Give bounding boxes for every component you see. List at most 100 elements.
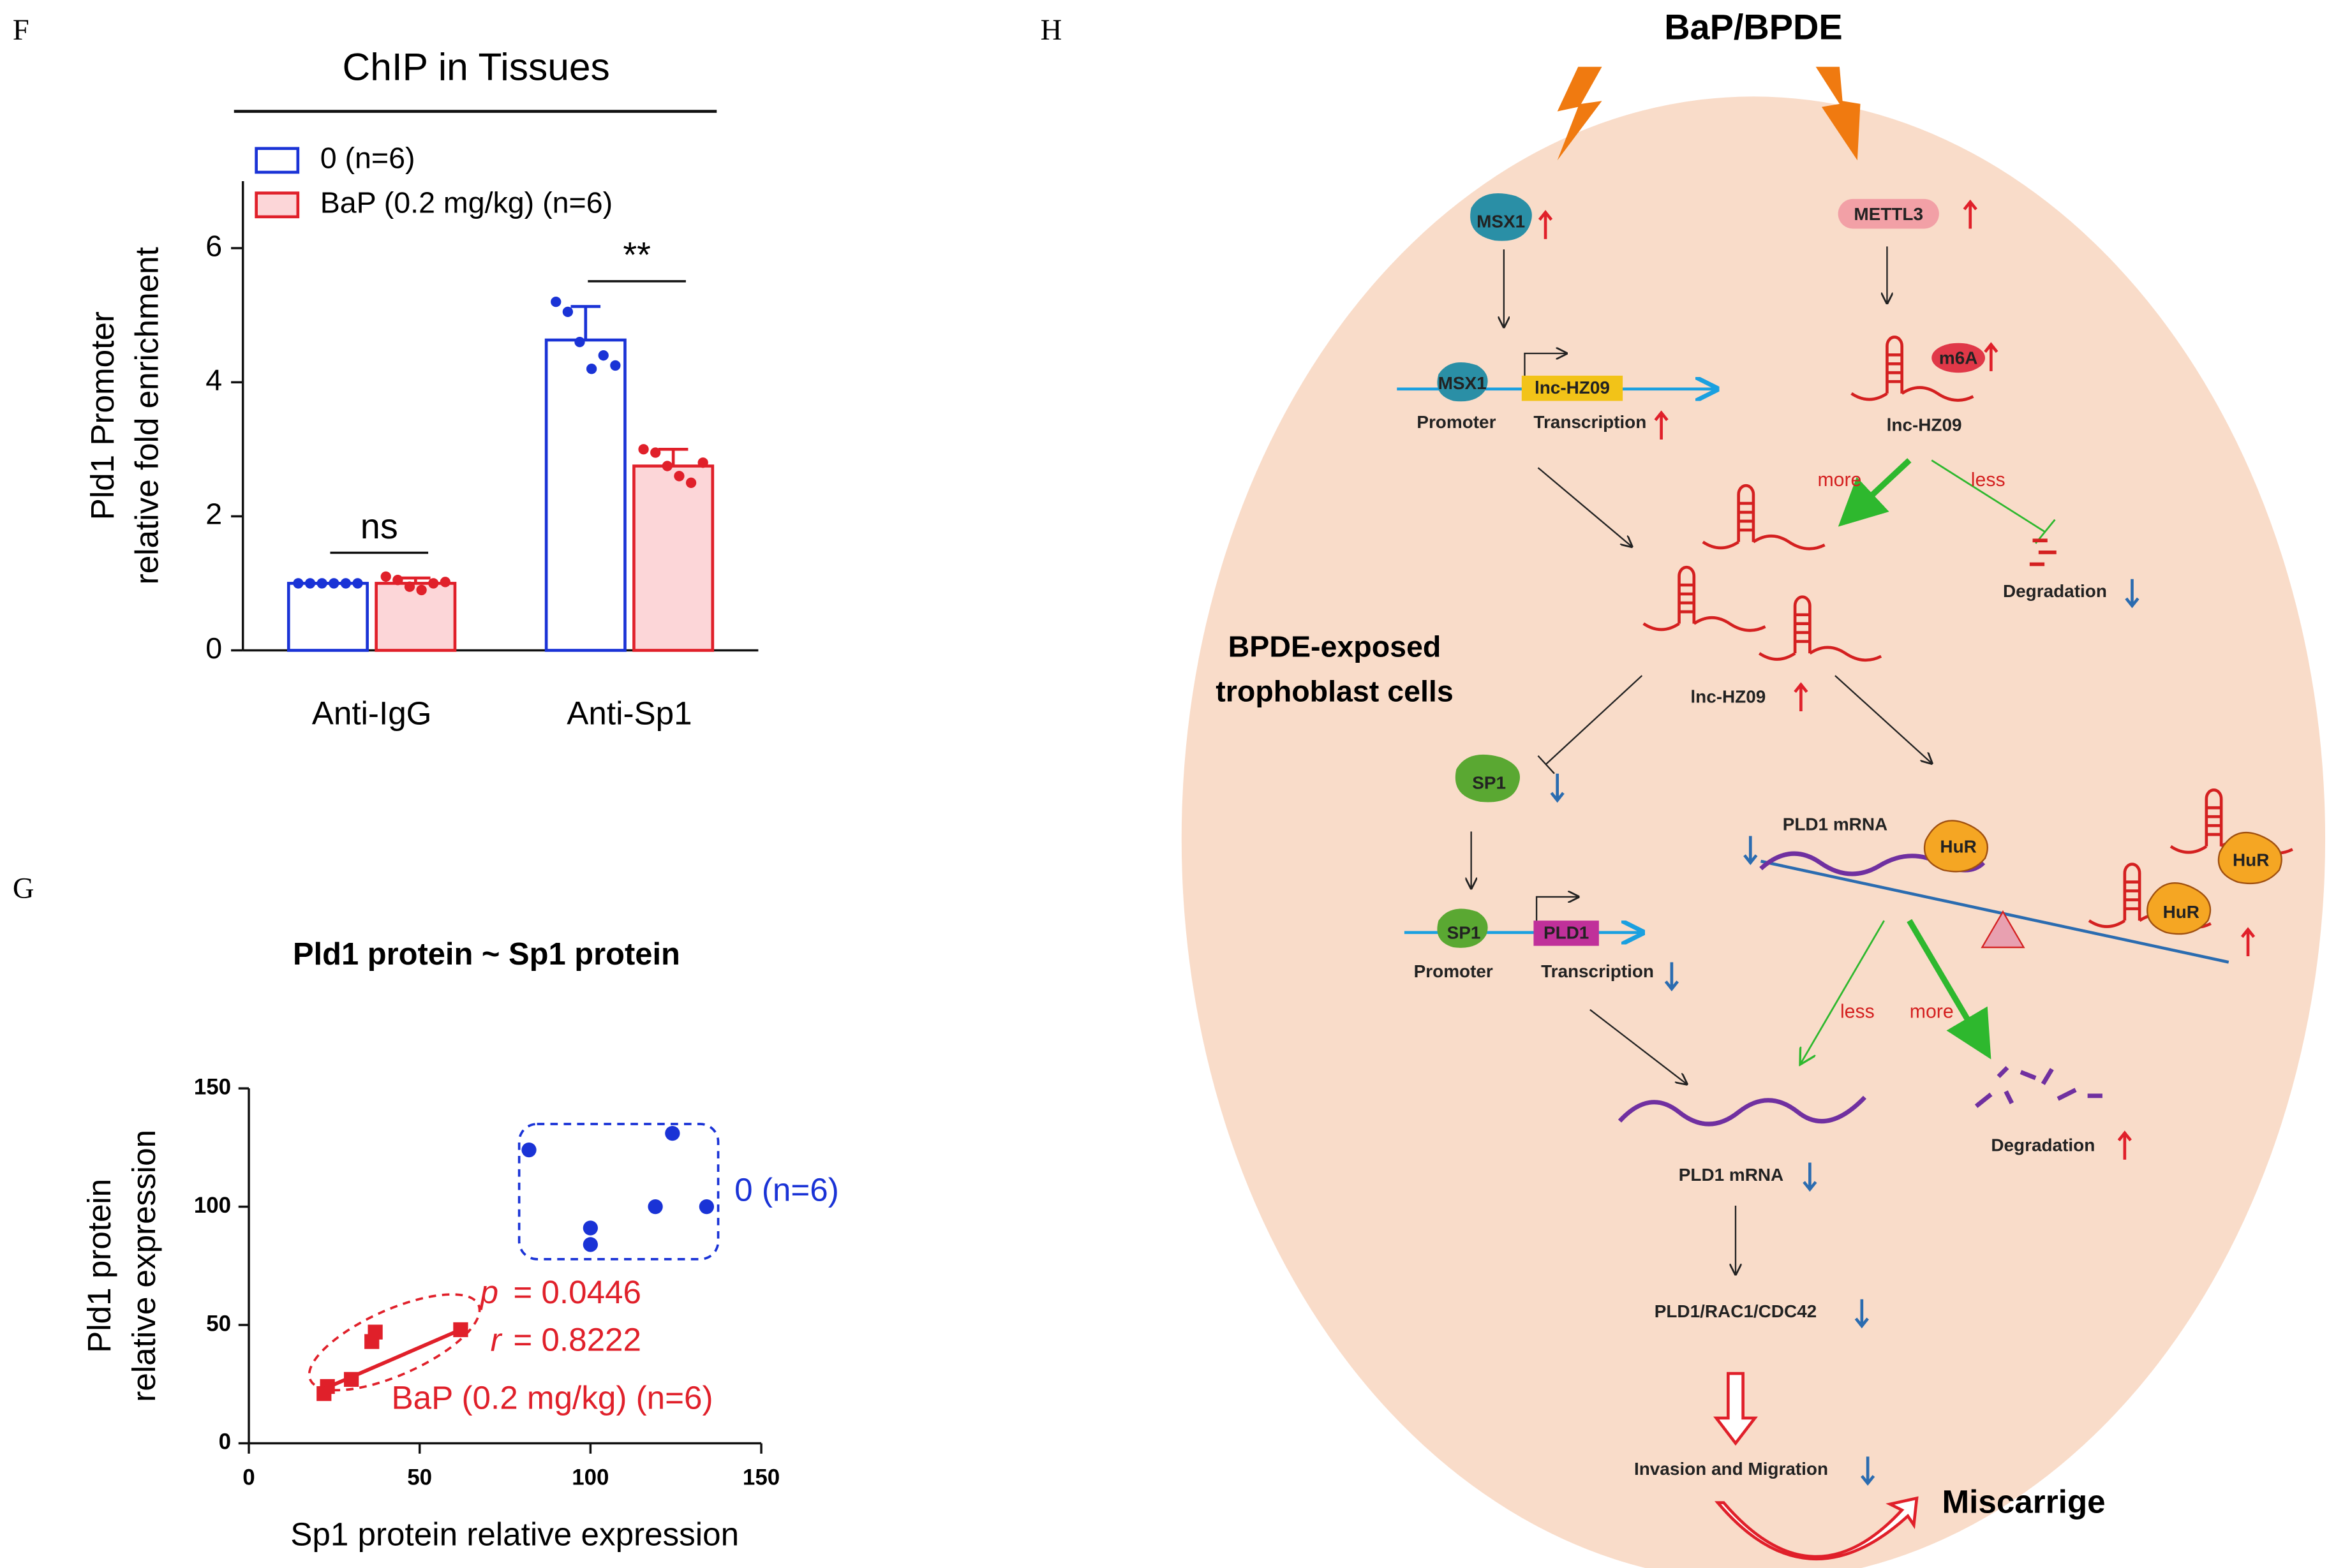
data-point	[685, 477, 697, 488]
protein	[1470, 193, 1532, 241]
panel-label: H	[1041, 14, 1062, 47]
y-tick-label: 2	[205, 498, 222, 531]
panel-label: G	[13, 872, 34, 905]
label: BPDE-exposed	[1228, 630, 1441, 663]
stat-symbol: p	[479, 1274, 498, 1310]
y-tick-label: 0	[205, 632, 222, 665]
data-point	[598, 350, 609, 361]
significance-label: ns	[361, 506, 398, 546]
label: MSX1	[1438, 373, 1487, 393]
y-tick-label: 100	[194, 1193, 231, 1218]
label: HuR	[2233, 850, 2269, 869]
label: Invasion and Migration	[1634, 1459, 1828, 1479]
y-tick-label: 50	[206, 1311, 231, 1336]
data-point	[583, 1220, 599, 1236]
stat-symbol: r	[491, 1322, 503, 1358]
bar	[286, 582, 369, 652]
label: PLD1	[1544, 922, 1589, 942]
data-point	[293, 578, 304, 589]
x-tick-label: 150	[743, 1465, 780, 1490]
label: m6A	[1939, 348, 1978, 368]
x-tick-label: 0	[242, 1465, 255, 1490]
label: Degradation	[1991, 1135, 2095, 1155]
data-point	[697, 457, 708, 468]
label: SP1	[1447, 922, 1481, 942]
data-point	[416, 584, 427, 596]
label: PLD1 mRNA	[1783, 815, 1887, 834]
y-tick-label: 6	[205, 229, 222, 262]
chart-title: Pld1 protein ~ Sp1 protein	[293, 937, 680, 972]
group-label: BaP (0.2 mg/kg) (n=6)	[391, 1380, 713, 1416]
data-point	[380, 571, 391, 582]
y-axis-label: Pld1 Promoter	[84, 311, 121, 520]
label: lnc-HZ09	[1535, 378, 1610, 397]
label: more	[1910, 1001, 1954, 1022]
label: Miscarrige	[1942, 1483, 2106, 1520]
error-bar	[658, 447, 688, 466]
data-point	[665, 1125, 680, 1141]
label: Promoter	[1417, 412, 1496, 432]
data-point	[368, 1324, 383, 1340]
chart-title: ChIP in Tissues	[343, 45, 610, 88]
charts: F ChIP in Tissues Pld1 Promoter relative fo…	[13, 14, 839, 1553]
x-tick-label: Anti-Sp1	[567, 695, 692, 731]
diagram-title: BaP/BPDE	[1664, 6, 1842, 47]
x-tick-label: 100	[572, 1465, 609, 1490]
diagram: H BaP/BPDE MSX1 METTL3 MSX1 lnc-HZ09 Pro…	[1041, 6, 2325, 1568]
label: METTL3	[1854, 204, 1923, 224]
x-axis-label: Sp1 protein relative expression	[290, 1516, 739, 1553]
data-point	[428, 578, 439, 589]
data-point	[583, 1237, 599, 1252]
data-point	[551, 296, 562, 307]
x-tick-label: 50	[407, 1465, 432, 1490]
x-tick-label: Anti-IgG	[312, 695, 432, 731]
label: Transcription	[1533, 412, 1646, 432]
data-point	[650, 447, 661, 458]
legend-swatch	[255, 191, 300, 219]
label: SP1	[1472, 773, 1506, 792]
y-axis-label: relative fold enrichment	[129, 247, 165, 584]
fit-line	[323, 1328, 462, 1391]
error-bar	[401, 576, 431, 584]
y-tick-label: 0	[219, 1430, 231, 1454]
bolt	[1815, 66, 1861, 161]
bar	[544, 338, 627, 652]
stat-value: = 0.8222	[513, 1322, 641, 1358]
data-point	[340, 578, 352, 589]
data-point	[586, 364, 597, 374]
legend-swatch	[255, 147, 300, 174]
legend-label: 0 (n=6)	[320, 142, 415, 175]
label: more	[1817, 470, 1861, 491]
cell	[1182, 96, 2325, 1568]
label: less	[1971, 470, 2005, 491]
label: lnc-HZ09	[1690, 686, 1766, 706]
group-label: 0 (n=6)	[734, 1172, 839, 1208]
data-point	[562, 306, 574, 318]
significance-label: **	[623, 234, 650, 274]
label: PLD1/RAC1/CDC42	[1655, 1301, 1817, 1321]
data-point	[648, 1199, 663, 1215]
data-point	[610, 360, 621, 371]
protein	[1838, 198, 1939, 229]
label: Degradation	[2003, 581, 2107, 601]
data-point	[521, 1142, 537, 1158]
data-point	[574, 337, 585, 348]
bar	[375, 582, 457, 652]
data-point	[304, 578, 316, 589]
group-outline	[517, 1123, 720, 1261]
bolt	[1557, 66, 1602, 161]
data-point	[329, 578, 339, 589]
data-point	[440, 577, 450, 588]
data-point	[404, 581, 415, 592]
label: lnc-HZ09	[1887, 415, 1962, 434]
data-point	[638, 444, 649, 455]
y-tick-label: 4	[205, 364, 222, 397]
y-axis-label: relative expression	[126, 1130, 162, 1402]
label: HuR	[1940, 836, 1976, 856]
legend-label: BaP (0.2 mg/kg) (n=6)	[320, 186, 613, 219]
label: Promoter	[1414, 961, 1493, 981]
data-point	[316, 578, 327, 589]
error-bar	[570, 305, 601, 341]
